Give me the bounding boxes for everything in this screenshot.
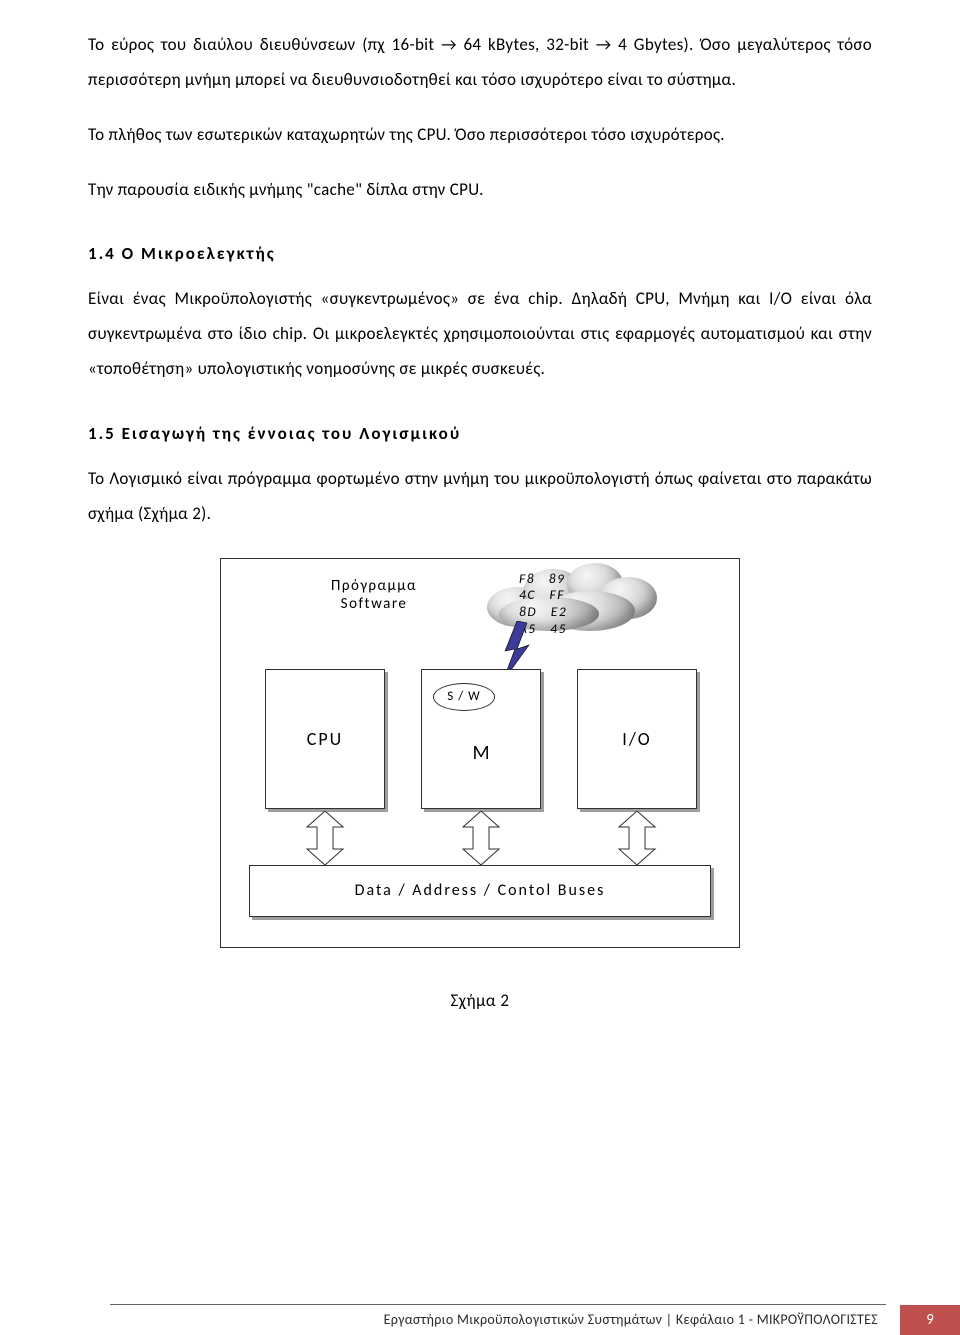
document-page: Το εύρος του διαύλου διευθύνσεων (πχ 16-… — [0, 0, 960, 1335]
section-heading: 1.5 Εισαγωγή της έννοιας του Λογισμικού — [88, 423, 872, 444]
cpu-label: CPU — [307, 728, 343, 750]
bus-arrow-icon — [459, 811, 503, 865]
software-oval: S / W — [433, 683, 495, 711]
paragraph: Το εύρος του διαύλου διευθύνσεων (πχ 16-… — [88, 28, 872, 98]
io-block: I/O — [577, 669, 697, 809]
page-number-badge: 9 — [900, 1305, 960, 1335]
figure-caption: Σχήμα 2 — [88, 990, 872, 1011]
memory-label: M — [472, 741, 489, 765]
section-heading: 1.4 Ο Μικροελεγκτής — [88, 243, 872, 264]
program-label-line: Πρόγραμμα — [331, 577, 417, 595]
bus-bar: Data / Address / Contol Buses — [249, 865, 711, 917]
cpu-block: CPU — [265, 669, 385, 809]
paragraph: Το Λογισμικό είναι πρόγραμμα φορτωμένο σ… — [88, 462, 872, 532]
paragraph: Το πλήθος των εσωτερικών καταχωρητών της… — [88, 118, 872, 153]
bus-arrow-icon — [615, 811, 659, 865]
program-label-line: Software — [341, 595, 408, 613]
page-number: 9 — [926, 1311, 934, 1329]
bus-label: Data / Address / Contol Buses — [355, 881, 606, 900]
program-label: Πρόγραμμα Software — [331, 577, 417, 615]
software-oval-label: S / W — [447, 689, 480, 704]
footer-text: Εργαστήριο Μικροϋπολογιστικών Συστημάτων… — [0, 1305, 900, 1335]
bus-arrow-icon — [303, 811, 347, 865]
paragraph: Είναι ένας Μικροϋπολογιστής «συγκεντρωμέ… — [88, 282, 872, 387]
paragraph: Την παρουσία ειδικής μνήμης "cache" δίπλ… — [88, 173, 872, 208]
io-label: I/O — [622, 728, 651, 750]
software-diagram: Πρόγραμμα Software F8 89 4C FF 8D E2 A5 … — [220, 558, 740, 948]
page-footer: Εργαστήριο Μικροϋπολογιστικών Συστημάτων… — [0, 1304, 960, 1335]
